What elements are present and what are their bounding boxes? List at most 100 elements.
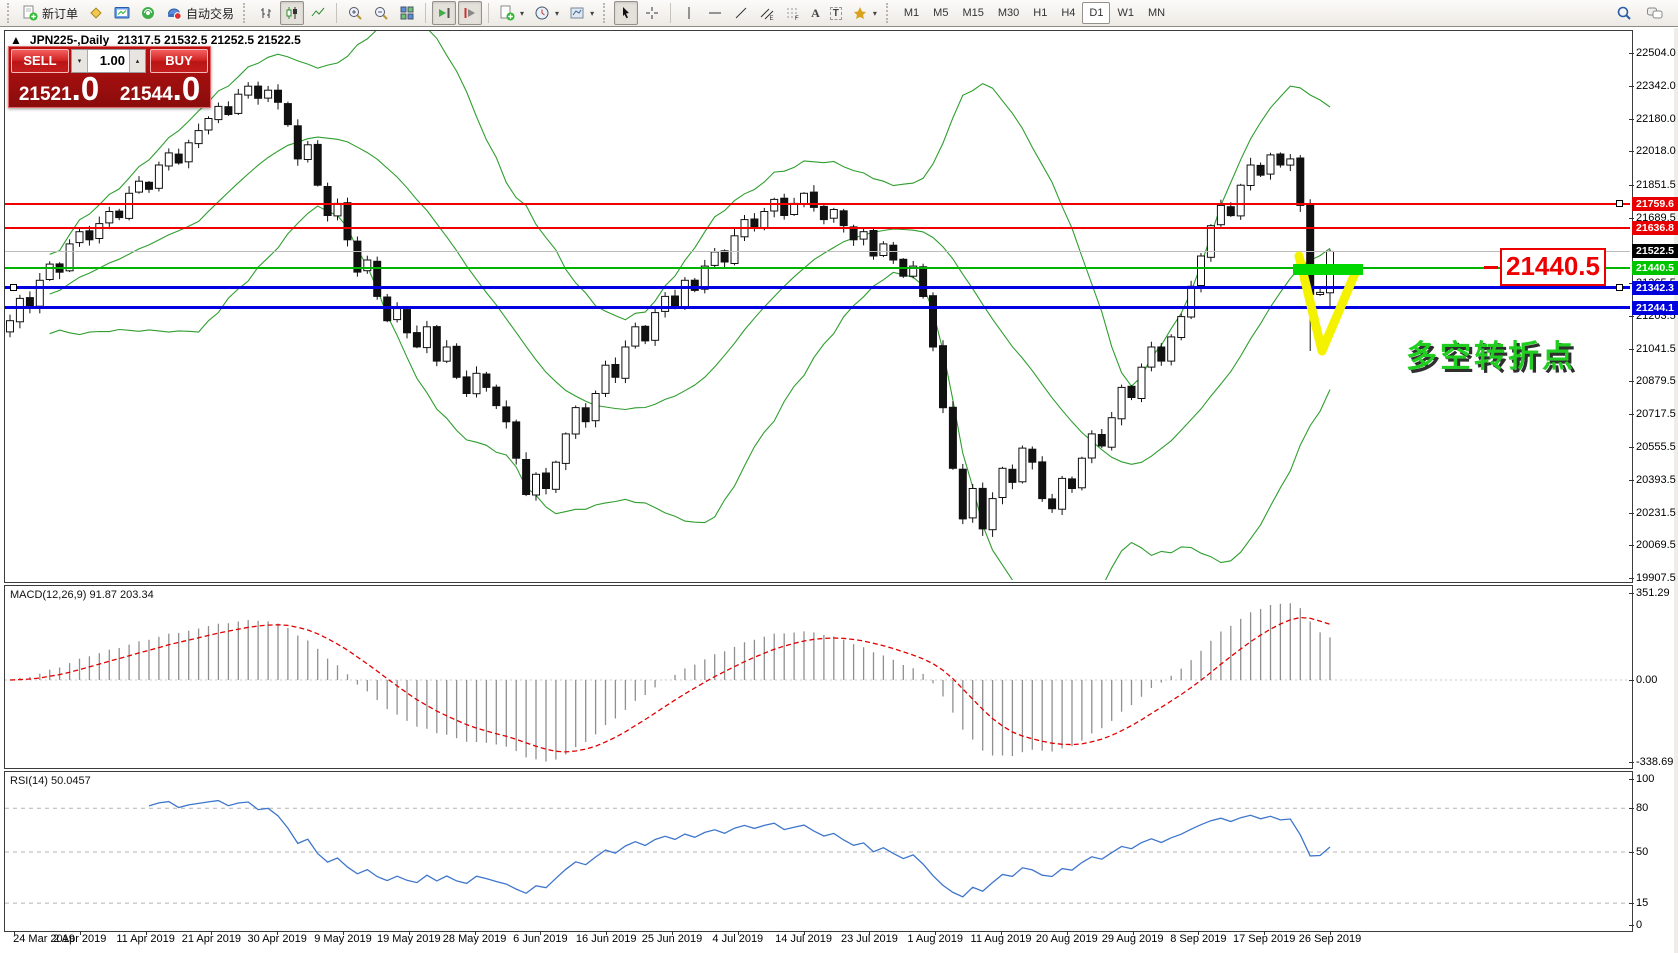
new-order-button[interactable]: 新订单 (18, 1, 82, 25)
candle-body (462, 376, 471, 394)
zoom-in-button[interactable] (343, 1, 367, 25)
timeframe-M1[interactable]: M1 (903, 7, 920, 19)
candle-body (373, 260, 382, 297)
rsi-pane[interactable] (4, 771, 1633, 932)
price-callout[interactable]: 21440.5 (1500, 248, 1606, 286)
date-tick (737, 931, 739, 935)
price-axis-tick (1629, 545, 1634, 547)
candle-body (363, 259, 372, 272)
timeframe-M15[interactable]: M15 (962, 7, 984, 19)
toolbar-grip[interactable] (243, 3, 249, 23)
macd-label: MACD(12,26,9) 91.87 203.34 (10, 589, 154, 601)
timeframe-M30[interactable]: M30 (997, 7, 1020, 19)
timeframe-M5[interactable]: M5 (933, 7, 949, 19)
periods-dropdown[interactable]: ▾ (530, 1, 563, 25)
timeframe-D1[interactable]: D1 (1082, 2, 1111, 24)
crosshair-button[interactable] (640, 1, 664, 25)
chart-profile-icon (570, 7, 584, 19)
candle-body (690, 279, 699, 291)
price-axis-label: 19907.5 (1636, 572, 1676, 584)
candle-body (1077, 457, 1086, 489)
candle-body (135, 180, 143, 193)
toolbar-grip[interactable] (885, 3, 892, 23)
collapse-icon[interactable]: ▲ (10, 33, 22, 47)
equidistant-channel-button[interactable]: E (755, 1, 779, 25)
date-tick (277, 931, 279, 935)
date-label: 2 Apr 2019 (53, 933, 107, 945)
macd-pane[interactable] (4, 585, 1633, 769)
arrows-dropdown[interactable]: ▾ (848, 1, 881, 25)
green-bar-annotation[interactable] (1293, 264, 1363, 275)
search-button[interactable] (1612, 1, 1636, 25)
price-tag: 21759.6 (1632, 196, 1678, 211)
candle-body (204, 118, 213, 131)
candle-body (1087, 433, 1096, 459)
timeframe-H1[interactable]: H1 (1033, 7, 1048, 19)
candle-body (293, 125, 302, 160)
new-chart-button[interactable] (110, 1, 134, 25)
line-chart-button[interactable] (306, 1, 330, 25)
sell-button[interactable]: SELL (11, 49, 69, 73)
text-label-button[interactable]: T (826, 1, 846, 25)
fibonacci-button[interactable]: F (781, 1, 805, 25)
auto-scroll-button[interactable] (432, 1, 457, 25)
v-mark-annotation[interactable] (1280, 240, 1400, 375)
macd-axis-label: 351.29 (1636, 587, 1670, 600)
candle-body (1187, 285, 1196, 318)
chart-shift-button[interactable] (458, 1, 483, 25)
timeframe-MN[interactable]: MN (1147, 7, 1166, 19)
price-axis-tick (1629, 217, 1634, 219)
tile-windows-button[interactable] (395, 1, 419, 25)
text-button[interactable]: A (807, 1, 824, 25)
note-text[interactable]: 多空转折点 (1406, 339, 1576, 374)
timeframe-W1[interactable]: W1 (1117, 7, 1134, 19)
toolbar-grip[interactable] (603, 3, 609, 23)
candle-body (1226, 206, 1235, 217)
date-label: 20 Aug 2019 (1035, 933, 1098, 945)
candle-body (621, 346, 630, 379)
candle-body (1296, 157, 1305, 206)
volume-decrease-button[interactable]: ▾ (72, 50, 88, 72)
horizontal-line-button[interactable] (703, 1, 727, 25)
chat-button[interactable] (1642, 1, 1668, 25)
trendline-button[interactable] (729, 1, 753, 25)
volume-increase-button[interactable]: ▴ (129, 50, 145, 72)
cursor-button[interactable] (614, 1, 639, 25)
chevron-down-icon: ▾ (590, 8, 595, 18)
bar-chart-button[interactable] (254, 1, 278, 25)
candle-body (939, 345, 947, 409)
date-tick (1264, 931, 1266, 935)
candle-body (1018, 447, 1027, 483)
timeframe-H4[interactable]: H4 (1061, 7, 1076, 19)
candle-body (472, 372, 481, 395)
date-tick (803, 931, 805, 935)
candlestick-chart-button[interactable] (280, 1, 305, 25)
buy-price[interactable]: 21544.0 (111, 72, 209, 106)
date-label: 11 Aug 2019 (970, 933, 1032, 945)
indicators-dropdown[interactable]: ▾ (495, 1, 528, 25)
toolbar-grip[interactable] (7, 3, 13, 23)
date-tick (1198, 931, 1200, 935)
buy-button[interactable]: BUY (150, 49, 208, 73)
yellow-v-icon (1294, 251, 1361, 356)
vertical-line-button[interactable] (677, 1, 701, 25)
macd-axis-tick (1629, 762, 1634, 763)
candle-body (115, 210, 124, 219)
candle-body (869, 230, 878, 257)
candle-body (85, 230, 94, 241)
sell-price[interactable]: 21521.0 (10, 72, 108, 106)
styles-button[interactable] (84, 1, 108, 25)
zoom-out-button[interactable] (369, 1, 393, 25)
signals-button[interactable] (136, 1, 160, 25)
toolbar-separator (670, 3, 672, 23)
chat-icon (1647, 7, 1663, 19)
rsi-axis-label: 80 (1636, 802, 1649, 815)
candle-body (542, 472, 550, 489)
price-axis-label: 20393.5 (1636, 473, 1676, 486)
price-axis-label: 20555.5 (1636, 440, 1676, 453)
autotrading-button[interactable]: 自动交易 (162, 1, 238, 25)
volume-input[interactable]: 1.00 (99, 53, 125, 68)
price-axis-label: 21851.5 (1636, 178, 1676, 191)
chart-profile-dropdown[interactable]: ▾ (565, 1, 598, 25)
hline-21244.1 (5, 306, 1630, 310)
